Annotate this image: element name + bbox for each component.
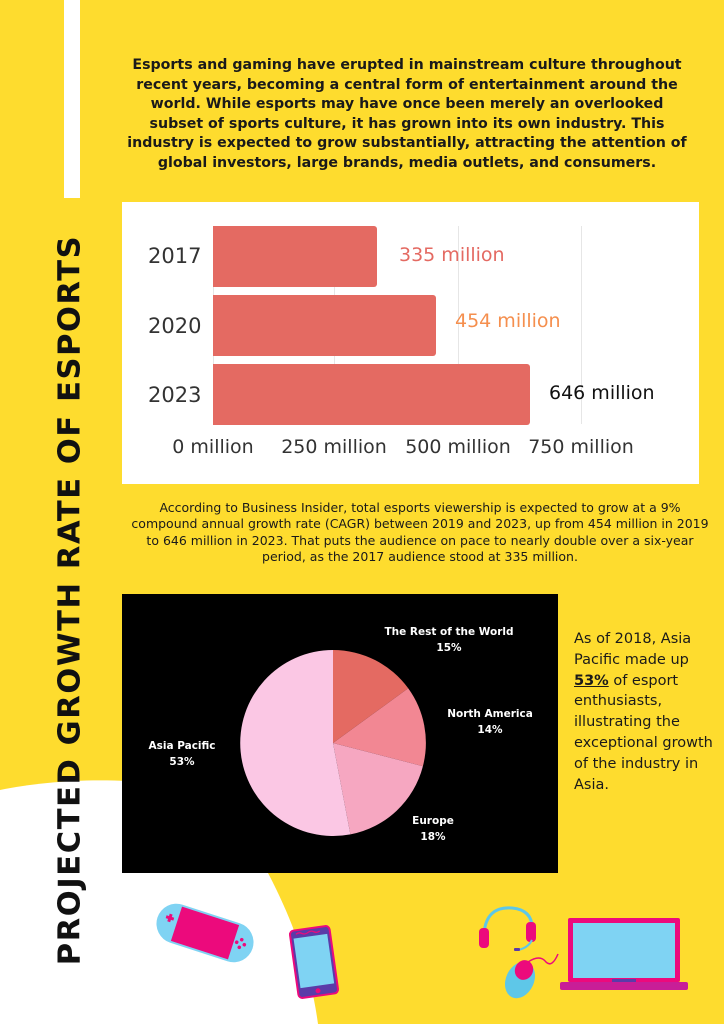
bar-value-2017: 335 million — [399, 244, 505, 266]
x-tick-750: 750 million — [528, 436, 634, 458]
page-title: PROJECTED GROWTH RATE OF ESPORTS — [52, 234, 88, 966]
note-text-after: of esport enthusiasts, illustrating the … — [574, 672, 713, 793]
mouse-icon — [504, 953, 559, 999]
growth-description: According to Business Insider, total esp… — [131, 500, 709, 565]
bar-value-2023: 646 million — [549, 382, 655, 404]
pie-slice-asia-pacific — [240, 650, 351, 836]
bar-2017 — [213, 226, 377, 287]
title-container: PROJECTED GROWTH RATE OF ESPORTS — [52, 232, 88, 968]
gridline-500 — [458, 226, 459, 424]
handheld-console-icon — [156, 903, 254, 963]
headset-icon — [479, 906, 536, 951]
asia-pacific-note: As of 2018, Asia Pacific made up 53% of … — [574, 629, 722, 795]
note-text-before: As of 2018, Asia Pacific made up — [574, 631, 692, 668]
pie-slice-rest-of-world — [333, 650, 409, 743]
pie-slice-europe — [333, 743, 423, 835]
bar-value-2020: 454 million — [455, 310, 561, 332]
gridline-750 — [581, 226, 582, 424]
bar-2023 — [213, 364, 530, 425]
note-highlight: 53% — [574, 672, 609, 689]
decorative-white-bar — [64, 0, 80, 198]
bar-chart: 2017 335 million 2020 454 million 2023 6… — [122, 202, 699, 484]
bar-label-2017: 2017 — [148, 244, 202, 268]
pie-chart: The Rest of the World 15% North America … — [122, 594, 558, 873]
pie-slice-north-america — [333, 688, 426, 767]
pie-label-north-america: North America 14% — [447, 708, 533, 736]
bar-label-2023: 2023 — [148, 383, 202, 407]
bar-2020 — [213, 295, 436, 356]
intro-paragraph: Esports and gaming have erupted in mains… — [127, 57, 687, 171]
smartphone-icon — [288, 925, 340, 999]
pie-label-rest-of-world: The Rest of the World 15% — [384, 626, 514, 654]
laptop-icon — [560, 918, 688, 990]
x-tick-0: 0 million — [172, 436, 254, 458]
pie-label-asia-pacific: Asia Pacific 53% — [148, 740, 216, 768]
x-tick-500: 500 million — [405, 436, 511, 458]
bar-label-2020: 2020 — [148, 314, 202, 338]
pie-graphic — [240, 650, 426, 836]
x-tick-250: 250 million — [281, 436, 387, 458]
pie-label-europe: Europe 18% — [412, 815, 454, 843]
